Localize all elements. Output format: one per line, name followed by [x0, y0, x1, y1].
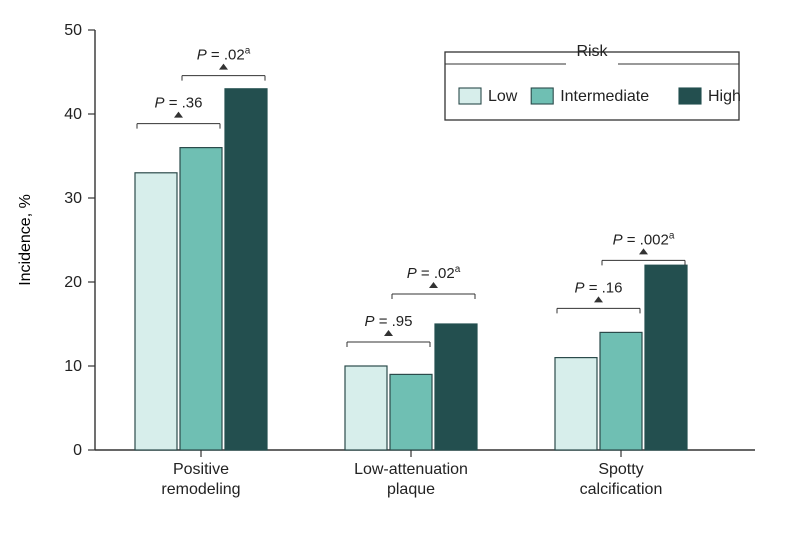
bar-spotty-high — [645, 265, 687, 450]
p-value-label: P = .02a — [197, 46, 251, 64]
bar-spotty-low — [555, 358, 597, 450]
category-label: Positive — [173, 461, 229, 478]
category-label: calcification — [580, 481, 663, 498]
y-tick-label: 50 — [64, 22, 82, 39]
category-label: remodeling — [161, 481, 240, 498]
legend-swatch-high — [679, 88, 701, 104]
legend-label-int: Intermediate — [560, 88, 649, 105]
p-value-label: P = .16 — [575, 279, 623, 296]
bar-low_atten-low — [345, 366, 387, 450]
y-axis-label: Incidence, % — [17, 194, 34, 286]
legend-label-low: Low — [488, 88, 518, 105]
y-tick-label: 30 — [64, 190, 82, 207]
bar-low_atten-high — [435, 324, 477, 450]
category-label: plaque — [387, 481, 435, 498]
legend-label-high: High — [708, 88, 741, 105]
bar-spotty-int — [600, 332, 642, 450]
y-tick-label: 20 — [64, 274, 82, 291]
category-label: Low-attenuation — [354, 461, 468, 478]
legend: Risk Low Intermediate High — [445, 43, 741, 120]
p-value-label: P = .95 — [365, 313, 413, 330]
p-value-label: P = .02a — [407, 264, 461, 282]
p-value-label: P = .002a — [613, 230, 675, 248]
bar-low_atten-int — [390, 374, 432, 450]
legend-title: Risk — [576, 43, 608, 60]
legend-swatch-int — [531, 88, 553, 104]
y-tick-label: 10 — [64, 358, 82, 375]
bar-pos_remod-high — [225, 89, 267, 450]
legend-swatch-low — [459, 88, 481, 104]
grouped-bar-chart: 0 10 20 30 40 50 Incidence, % Positive remodelin… — [0, 0, 794, 538]
chart-container: 0 10 20 30 40 50 Incidence, % Positive remodelin… — [0, 0, 794, 538]
y-tick-label: 0 — [73, 442, 82, 459]
p-value-label: P = .36 — [155, 95, 203, 112]
y-tick-label: 40 — [64, 106, 82, 123]
bar-pos_remod-int — [180, 148, 222, 450]
category-label: Spotty — [598, 461, 643, 478]
bar-pos_remod-low — [135, 173, 177, 450]
